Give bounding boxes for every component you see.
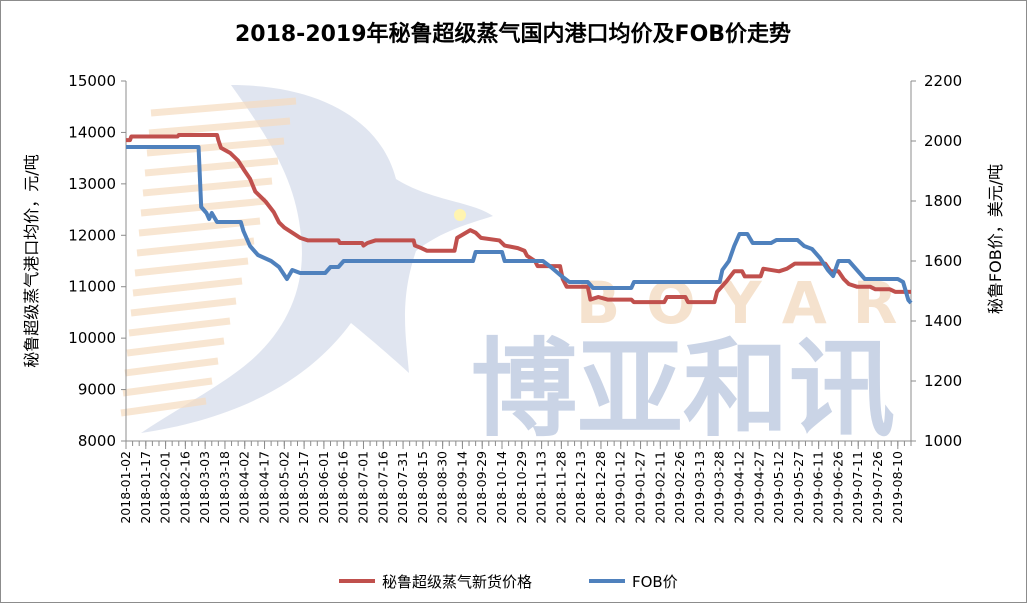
boyar-watermark-logo: BOYAR 博亚和讯 [120, 85, 897, 451]
x-tick-label: 2018-01-17 [138, 451, 153, 524]
y-axis-left-title: 秘鲁超级蒸气港口均价，元/吨 [22, 154, 41, 367]
x-tick-label: 2018-03-03 [197, 451, 212, 524]
watermark-stripe [136, 237, 255, 257]
x-tick-label: 2018-05-17 [296, 451, 311, 524]
x-tick-label: 2019-04-12 [731, 451, 746, 524]
x-tick-label: 2018-11-28 [553, 451, 568, 524]
x-tick-label: 2018-11-13 [534, 451, 549, 524]
y-right-tick-label: 2000 [924, 132, 962, 150]
x-tick-label: 2019-07-11 [850, 451, 865, 524]
y-right-tick-label: 1600 [924, 252, 962, 270]
watermark-stripe [126, 337, 225, 357]
x-tick-label: 2018-07-01 [355, 451, 370, 524]
watermark-stripe [146, 137, 285, 157]
watermark-stripe [122, 377, 213, 397]
x-axis-ticks: 2018-01-02 2018-01-17 2018-02-01 2018-02-16… [118, 441, 912, 524]
watermark-bird-shape [141, 85, 493, 433]
chart-title: 2018-2019年秘鲁超级蒸气国内港口均价及FOB价走势 [235, 21, 791, 47]
y-left-tick-label: 13000 [68, 175, 116, 193]
x-tick-label: 2018-10-29 [514, 451, 529, 524]
x-tick-label: 2019-06-26 [830, 451, 845, 524]
x-tick-label: 2018-10-14 [494, 451, 509, 524]
watermark-stripe [128, 317, 231, 337]
legend-label-fob: FOB价 [632, 573, 678, 591]
y-axis-right-ticks: 1000 1200 1400 1600 1800 2000 2200 [911, 72, 962, 450]
x-tick-label: 2018-01-02 [118, 451, 133, 524]
x-tick-label: 2018-08-15 [415, 451, 430, 524]
x-tick-label: 2018-09-29 [474, 451, 489, 524]
x-tick-label: 2019-01-27 [633, 451, 648, 524]
legend: 秘鲁超级蒸气新货价格 FOB价 [339, 573, 678, 591]
x-tick-label: 2019-05-27 [791, 451, 806, 524]
x-tick-label: 2019-02-11 [652, 451, 667, 524]
x-tick-label: 2018-02-01 [158, 451, 173, 524]
y-left-tick-label: 14000 [68, 123, 116, 141]
y-left-tick-label: 10000 [68, 329, 116, 347]
x-tick-label: 2018-04-02 [237, 451, 252, 524]
x-tick-label: 2019-03-13 [692, 451, 707, 524]
x-tick-label: 2018-06-16 [336, 451, 351, 524]
x-tick-label: 2018-03-18 [217, 451, 232, 524]
series-line-domestic [126, 133, 911, 305]
y-left-tick-label: 12000 [68, 226, 116, 244]
x-tick-label: 2019-02-26 [672, 451, 687, 524]
x-tick-label: 2018-06-01 [316, 451, 331, 524]
series-line-fob [126, 145, 913, 305]
y-axis-left-ticks: 8000 9000 10000 11000 12000 13000 14000 15000 [68, 72, 126, 450]
x-tick-label: 2019-05-12 [771, 451, 786, 524]
x-tick-label: 2018-02-16 [177, 451, 192, 524]
watermark-cn: 博亚和讯 [471, 328, 895, 451]
x-tick-label: 2018-12-13 [573, 451, 588, 524]
x-tick-label: 2019-07-26 [870, 451, 885, 524]
watermark-stripe [144, 157, 279, 177]
legend-label-domestic: 秘鲁超级蒸气新货价格 [382, 573, 532, 591]
y-axis-right-title: 秘鲁FOB价，美元/吨 [986, 164, 1005, 314]
x-tick-label: 2019-06-11 [811, 451, 826, 524]
watermark-stripe [150, 97, 297, 117]
y-right-tick-label: 1400 [924, 312, 962, 330]
y-right-tick-label: 1200 [924, 372, 962, 390]
y-right-tick-label: 1800 [924, 192, 962, 210]
y-left-tick-label: 9000 [78, 381, 116, 399]
x-tick-label: 2018-09-14 [454, 451, 469, 524]
x-tick-label: 2019-01-12 [613, 451, 628, 524]
watermark-stripe [124, 357, 219, 377]
x-tick-label: 2018-07-16 [375, 451, 390, 524]
x-tick-label: 2018-08-30 [435, 451, 450, 524]
y-right-tick-label: 1000 [924, 432, 962, 450]
y-left-tick-label: 15000 [68, 72, 116, 90]
watermark-stripe [148, 117, 291, 137]
y-left-tick-label: 8000 [78, 432, 116, 450]
x-tick-label: 2018-04-17 [257, 451, 272, 524]
x-tick-label: 2019-04-27 [751, 451, 766, 524]
y-right-tick-label: 2200 [924, 72, 962, 90]
x-tick-label: 2019-03-28 [712, 451, 727, 524]
x-tick-label: 2018-05-02 [276, 451, 291, 524]
x-tick-label: 2018-07-31 [395, 451, 410, 524]
watermark-stripe [130, 297, 237, 317]
x-tick-label: 2018-12-28 [593, 451, 608, 524]
watermark-stripe [134, 257, 249, 277]
y-left-tick-label: 11000 [68, 278, 116, 296]
watermark-stripe [132, 277, 243, 297]
watermark-stripe [120, 397, 207, 417]
watermark-eye-dot [454, 209, 466, 221]
series-layer [126, 133, 913, 305]
x-tick-label: 2019-08-10 [890, 451, 905, 524]
watermark-stripes [120, 97, 297, 417]
